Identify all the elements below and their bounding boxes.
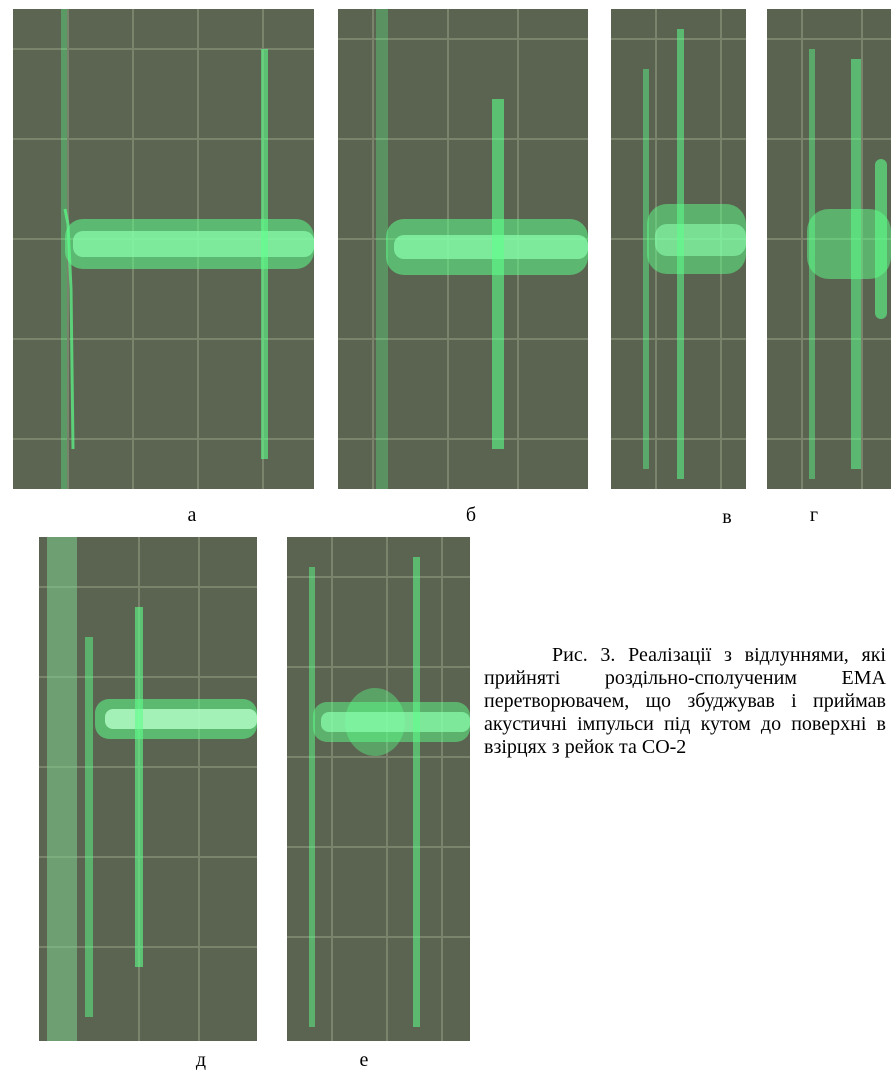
panel-label-b: б <box>465 504 477 526</box>
panel-label-d: д <box>195 1049 207 1071</box>
oscillogram-panel-g <box>767 9 891 489</box>
figure-caption-text: Рис. 3. Реалізації з відлуннями, які при… <box>484 644 886 758</box>
figure-caption: Рис. 3. Реалізації з відлуннями, які при… <box>484 644 886 759</box>
panel-label-e: е <box>359 1049 369 1071</box>
panel-label-v: в <box>722 506 732 528</box>
oscillogram-panel-v <box>611 9 746 489</box>
panel-label-a: а <box>187 504 197 526</box>
oscillogram-panel-d <box>39 537 257 1041</box>
panel-label-g: г <box>809 504 819 526</box>
oscillogram-panel-e <box>287 537 470 1041</box>
oscillogram-panel-b <box>338 9 588 489</box>
oscillogram-panel-a <box>13 9 314 489</box>
